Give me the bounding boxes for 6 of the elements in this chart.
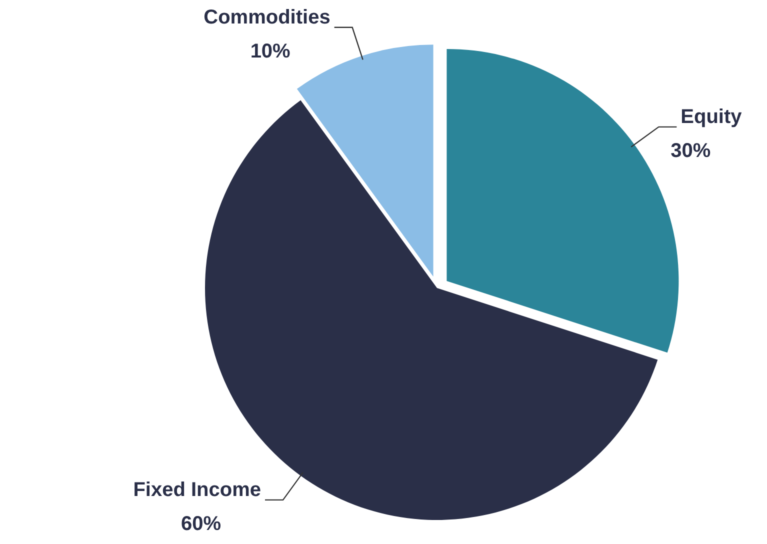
slice-label: Fixed Income	[133, 478, 261, 501]
data-label: 60%	[180, 512, 222, 535]
data-label: 30%	[670, 140, 711, 162]
slice-label: Equity	[680, 106, 743, 128]
slice-label: Commodities	[204, 6, 330, 28]
data-label: 10%	[250, 40, 291, 62]
